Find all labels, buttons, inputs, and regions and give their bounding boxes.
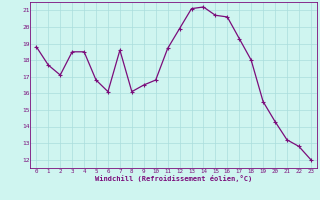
X-axis label: Windchill (Refroidissement éolien,°C): Windchill (Refroidissement éolien,°C) [95, 175, 252, 182]
